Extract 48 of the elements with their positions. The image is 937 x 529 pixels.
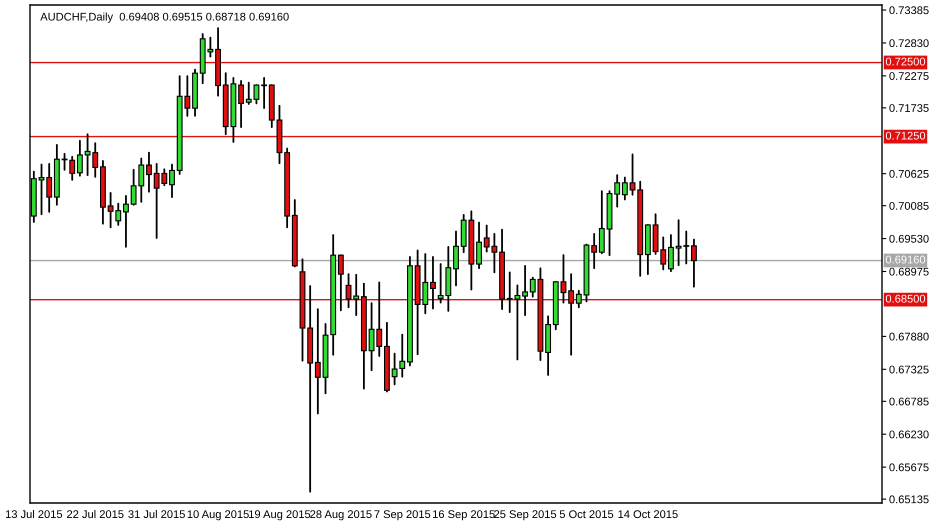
candlestick [683,230,690,264]
x-tick-label: 28 Aug 2015 [310,510,372,520]
x-tick-label: 14 Oct 2015 [618,510,678,518]
candlestick [484,224,490,253]
x-tick-label: 22 Jul 2015 [67,510,124,518]
candlestick [92,142,98,178]
x-tick-label: 10 Aug 2015 [188,510,249,520]
y-tick-label: 0.69530 [889,234,929,243]
x-tick-label: 31 Jul 2015 [128,510,185,518]
y-tick-label: 0.73385 [889,6,929,14]
candlestick [69,156,76,181]
x-tick-label: 5 Oct 2015 [560,510,614,518]
candlestick [576,290,582,308]
y-tick-label: 0.67325 [889,366,929,374]
y-tick-label: 0.66230 [889,430,929,438]
candlestick [138,158,144,203]
x-tick-label: 13 Jul 2015 [6,510,62,518]
y-tick-label: 0.65675 [889,463,929,472]
x-tick-label: 19 Aug 2015 [249,510,310,520]
y-tick-label: 0.70085 [889,202,929,210]
candlestick [115,202,122,226]
y-tick-label: 0.72830 [889,39,929,48]
candlestick [506,271,513,314]
x-tick-label: 25 Sep 2015 [494,510,556,520]
y-tick-label: 0.70625 [889,170,929,178]
candlestick [422,253,428,314]
ref-line-label: 0.69160 [886,256,926,264]
ref-line-label: 0.68500 [886,294,926,303]
candlestick [438,263,444,304]
y-tick-label: 0.67880 [889,332,929,341]
candlestick [399,334,406,378]
candlestick [614,174,620,208]
y-tick-label: 0.68975 [889,268,929,276]
text: AUDCHF,Daily 0.69408 0.69515 0.68718 0.69160 [40,12,289,23]
candlestick [530,276,536,298]
x-tick-label: 7 Sep 2015 [374,510,430,520]
y-tick-label: 0.66785 [889,398,929,406]
candlestick [691,238,697,288]
candlestick [246,82,252,105]
ref-line-label: 0.72500 [886,58,926,66]
x-tick-label: 16 Sep 2015 [433,510,495,520]
y-tick-label: 0.71735 [889,104,929,112]
ref-line-label: 0.71250 [886,132,926,140]
candlestick [353,274,360,316]
y-tick-label: 0.72275 [889,72,929,80]
y-tick-label: 0.65135 [889,495,929,504]
candlestick [660,236,666,270]
candlestick [46,162,52,213]
